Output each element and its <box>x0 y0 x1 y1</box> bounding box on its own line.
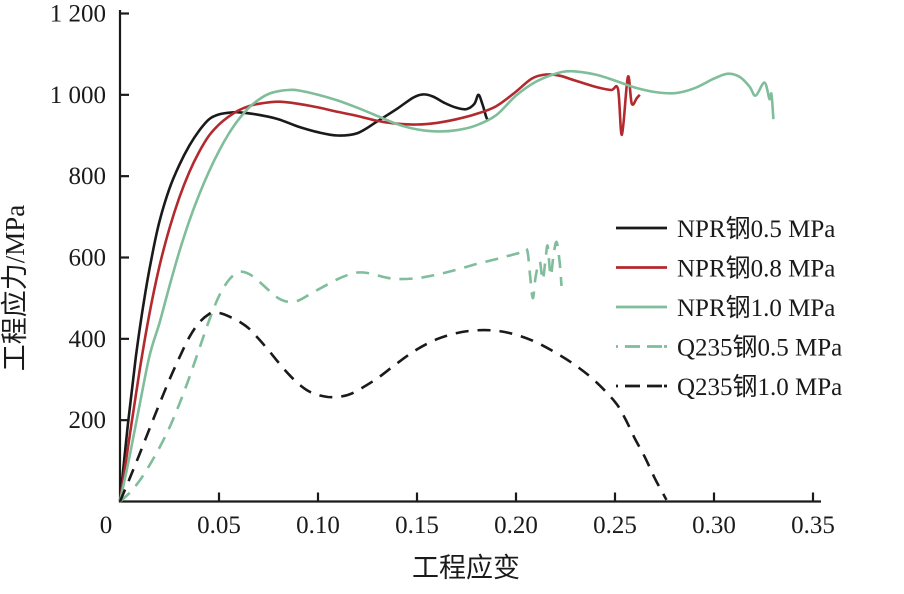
legend-label-npr-steel-0-5mpa: NPR钢0.5 MPa <box>677 215 835 243</box>
legend-label-npr-steel-1-0mpa: NPR钢1.0 MPa <box>677 294 835 322</box>
y-tick-label: 400 <box>69 326 107 353</box>
y-tick-label: 200 <box>69 407 107 434</box>
legend-label-q235-steel-1-0mpa: Q235钢1.0 MPa <box>677 373 842 401</box>
curve-npr-steel-1-0mpa <box>118 69 775 502</box>
x-axis-title: 工程应变 <box>412 553 520 583</box>
y-tick-label: 1 200 <box>50 1 106 28</box>
curve-npr-steel-0-8mpa <box>118 73 641 502</box>
y-tick-label: 800 <box>69 163 107 190</box>
curve-q235-steel-1-0mpa <box>118 311 668 503</box>
x-tick-label: 0.05 <box>197 512 241 539</box>
y-tick-label: 600 <box>69 245 107 272</box>
x-tick-label: 0.30 <box>692 512 736 539</box>
curve-q235-steel-0-5mpa <box>119 240 563 503</box>
legend-label-q235-steel-0-5mpa: Q235钢0.5 MPa <box>677 334 842 362</box>
x-tick-label: 0.25 <box>593 512 637 539</box>
y-tick-label: 1 000 <box>50 82 106 109</box>
legend-label-npr-steel-0-8mpa: NPR钢0.8 MPa <box>677 255 835 283</box>
x-tick-label: 0.15 <box>395 512 439 539</box>
x-tick-label: 0.10 <box>296 512 340 539</box>
x-tick-label: 0.20 <box>494 512 538 539</box>
x-tick-label: 0 <box>100 512 113 539</box>
y-axis-title: 工程应力/MPa <box>0 205 30 372</box>
curve-npr-steel-0-5mpa <box>118 93 490 502</box>
x-tick-label: 0.35 <box>791 512 835 539</box>
